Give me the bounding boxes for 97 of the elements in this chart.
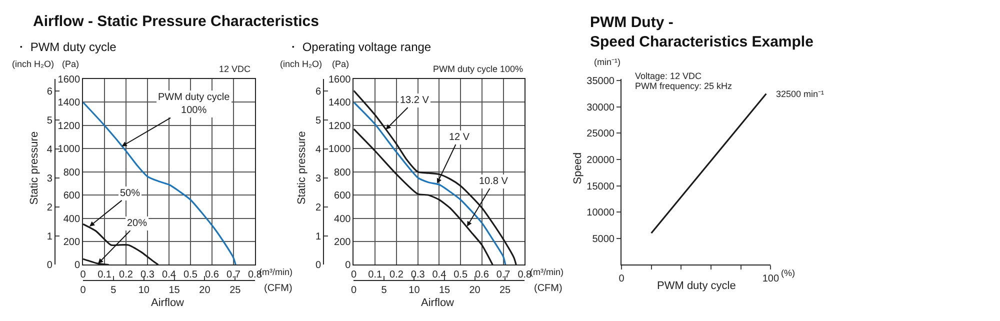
annotation: 10.8 V <box>479 176 508 187</box>
x-tick-label: 0.7 <box>496 270 511 281</box>
annotation: 13.2 V <box>400 95 430 106</box>
y-tick-label: 1200 <box>328 120 352 132</box>
y-tick-label: 30000 <box>586 102 615 114</box>
x2-tick-label: 10 <box>408 285 420 296</box>
y2-tick-label: 2 <box>316 202 322 214</box>
x2-tick-label: 15 <box>168 285 180 296</box>
x-axis-title: Airflow <box>151 297 184 309</box>
text: (m³/min) <box>530 267 564 277</box>
x2-tick-label: 15 <box>438 285 450 296</box>
x2-tick-label: 20 <box>469 285 481 296</box>
x-tick-label: 0.1 <box>98 270 112 281</box>
x-tick-label: 0.6 <box>474 270 490 281</box>
x2-tick-label: 5 <box>110 285 117 296</box>
text: Static pressure <box>296 131 308 205</box>
text: Static pressure <box>28 131 40 205</box>
y-tick-label: 0 <box>74 260 80 272</box>
annotation: 12 V <box>449 132 470 143</box>
y2-tick-label: 3 <box>316 173 322 184</box>
annotation: Voltage: 12 VDC <box>635 71 702 81</box>
x-tick-label: 0.6 <box>205 270 220 281</box>
y-tick-label: 600 <box>334 190 352 202</box>
chart-subtitle: ・ Operating voltage range <box>287 40 432 54</box>
text: (%) <box>781 268 795 278</box>
y-tick-label: 1000 <box>58 144 80 156</box>
x2-tick-label: 25 <box>499 285 511 296</box>
y-tick-label: 10000 <box>586 208 615 219</box>
y2-axis-title: (inch H₂O) <box>12 59 54 69</box>
y2-tick-label: 4 <box>316 144 322 156</box>
y2-tick-label: 1 <box>316 231 322 242</box>
annotation: PWM duty cycle 100% <box>158 92 230 116</box>
y-tick-label: 1600 <box>328 74 352 86</box>
y-tick-label: 25000 <box>586 128 615 140</box>
x-tick-label: 0.2 <box>119 270 134 281</box>
y-axis-title: (Pa) <box>62 59 80 69</box>
y-tick-label: 800 <box>63 167 80 178</box>
y-tick-label: 600 <box>63 190 80 202</box>
x-tick-label: 100 <box>762 274 780 285</box>
y-tick-label: 20000 <box>586 155 615 166</box>
annotation: 50% <box>120 188 140 199</box>
chart-subtitle: ・ PWM duty cycle <box>15 40 117 54</box>
x2-tick-label: 20 <box>199 285 211 296</box>
text: 12 VDC <box>219 64 252 74</box>
text: PWM duty cycle 100% <box>433 64 524 74</box>
chart-title: PWM Duty - Speed Characteristics Example <box>590 14 814 50</box>
x-tick-label: 0.5 <box>184 270 198 281</box>
x-tick-label: 0 <box>618 274 625 285</box>
x-tick-label: 0.3 <box>410 270 426 281</box>
x2-tick-label: 25 <box>230 285 242 296</box>
x-axis-title: Airflow <box>421 297 454 309</box>
y-tick-label: 5000 <box>592 234 615 245</box>
y2-axis-title: (inch H₂O) <box>280 59 322 69</box>
text: (m³/min) <box>259 267 292 277</box>
y-tick-label: 0 <box>345 260 352 272</box>
y2-tick-label: 0 <box>46 260 53 272</box>
y2-tick-label: 5 <box>316 116 322 127</box>
line-series <box>83 101 236 265</box>
x2-tick-label: 10 <box>138 285 150 296</box>
annotation: 20% <box>127 218 148 229</box>
x-tick-label: 0.8 <box>518 270 532 281</box>
x-tick-label: 0.7 <box>226 270 241 281</box>
y-tick-label: 200 <box>334 237 352 248</box>
y-tick-label: 800 <box>334 167 352 178</box>
y2-tick-label: 2 <box>46 202 53 214</box>
y-axis-title: (min⁻¹) <box>594 57 620 67</box>
y2-tick-label: 6 <box>316 86 322 98</box>
y2-tick-label: 6 <box>46 86 53 98</box>
y2-tick-label: 4 <box>46 144 53 156</box>
y-axis-title: (Pa) <box>332 59 350 69</box>
x-tick-label: 0.5 <box>454 270 468 281</box>
y-tick-label: 1600 <box>58 74 80 86</box>
y-tick-label: 15000 <box>586 181 615 192</box>
y-tick-label: 1400 <box>328 98 352 109</box>
y-tick-label: 35000 <box>586 76 615 88</box>
y-tick-label: 400 <box>334 214 352 225</box>
text: Speed <box>572 152 584 184</box>
x-tick-label: 0.3 <box>140 270 155 281</box>
y-tick-label: 200 <box>63 237 80 248</box>
x2-tick-label: 5 <box>381 285 388 296</box>
y2-tick-label: 0 <box>316 260 322 272</box>
y2-tick-label: 5 <box>46 116 53 127</box>
x-tick-label: 0.4 <box>162 270 176 281</box>
annotation: 32500 min⁻¹ <box>776 89 824 99</box>
y2-tick-label: 1 <box>46 231 53 242</box>
x2-axis-title: (CFM) <box>534 283 562 294</box>
y-tick-label: 400 <box>63 214 80 225</box>
annotation: PWM frequency: 25 kHz <box>635 81 733 91</box>
x-axis-title: PWM duty cycle <box>657 280 736 292</box>
x2-axis-title: (CFM) <box>264 283 292 294</box>
x-tick-label: 0.1 <box>368 270 382 281</box>
chart-title: Airflow - Static Pressure Characteristics <box>33 13 319 30</box>
y-tick-label: 1400 <box>58 98 80 109</box>
y2-tick-label: 3 <box>46 173 53 184</box>
y-tick-label: 1000 <box>328 144 352 156</box>
y-tick-label: 1200 <box>58 120 80 132</box>
x-tick-label: 0.2 <box>390 270 404 281</box>
